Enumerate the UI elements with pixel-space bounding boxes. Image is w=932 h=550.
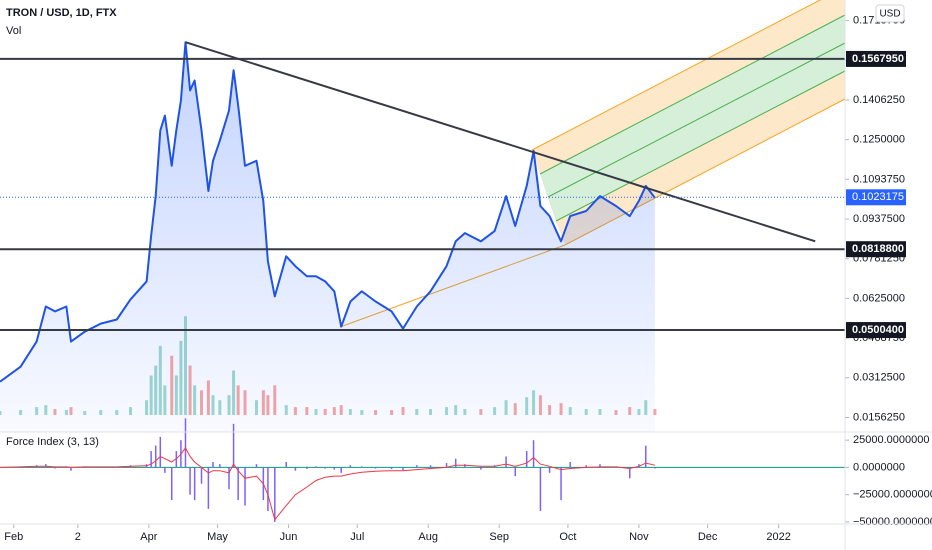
channel-line: [531, 0, 822, 151]
plot-layer: 0.01562500.03125000.04687500.06250000.07…: [0, 15, 932, 543]
channel-line: [547, 42, 846, 198]
y-tick-label: 0.1093750: [853, 173, 905, 185]
x-tick-label: Sep: [489, 531, 509, 543]
currency-button[interactable]: [875, 4, 905, 23]
last-price-label: 0.1023175: [852, 191, 904, 203]
trendline: [185, 41, 816, 243]
channel-line: [555, 70, 846, 222]
indicator-title: Force Index (3, 13): [6, 436, 99, 448]
chart-title: TRON / USD, 1D, FTX: [6, 7, 117, 19]
y-tick-label: 0.1406250: [853, 94, 905, 106]
channel-band: [540, 15, 845, 221]
x-tick-label: 2022: [766, 531, 790, 543]
y-tick-label: 0.0625000: [853, 292, 905, 304]
y-tick-label: 0.0156250: [853, 411, 905, 423]
level-label-box: [846, 50, 906, 67]
x-tick-label: May: [207, 531, 228, 543]
x-tick-label: Jul: [350, 531, 364, 543]
y-tick-label: 0.0000000: [853, 461, 905, 473]
x-tick-label: Dec: [698, 531, 718, 543]
x-tick-label: Aug: [418, 531, 438, 543]
price-line: [0, 41, 656, 383]
y-tick-label: 0.0937500: [853, 213, 905, 225]
level-label: 0.0818800: [852, 243, 904, 255]
level-label: 0.1567950: [852, 53, 904, 65]
channel-band: [532, 0, 845, 174]
level-label-box: [846, 241, 906, 258]
force-line: [0, 446, 656, 521]
x-tick-label: Feb: [4, 531, 23, 543]
y-tick-label: −50000.0000000: [853, 516, 932, 528]
y-tick-label: 25000.0000000: [853, 434, 929, 446]
y-tick-label: 0.1250000: [853, 134, 905, 146]
x-tick-label: Oct: [559, 531, 576, 543]
volume-legend: Vol: [6, 25, 21, 37]
volume-bar: [653, 409, 657, 415]
price-area: [0, 42, 655, 432]
y-tick-label: −25000.0000000: [853, 489, 932, 501]
last-price-box: [846, 189, 906, 206]
level-label-box: [846, 322, 906, 339]
channel-line: [539, 14, 846, 175]
x-tick-label: Apr: [140, 531, 157, 543]
level-label: 0.0500400: [852, 324, 904, 336]
x-tick-label: Jun: [280, 531, 298, 543]
x-tick-label: Nov: [629, 531, 649, 543]
x-tick-label: 2: [75, 531, 81, 543]
y-tick-label: 0.0312500: [853, 372, 905, 384]
currency-label[interactable]: USD: [879, 9, 900, 20]
channel-band: [556, 71, 845, 245]
